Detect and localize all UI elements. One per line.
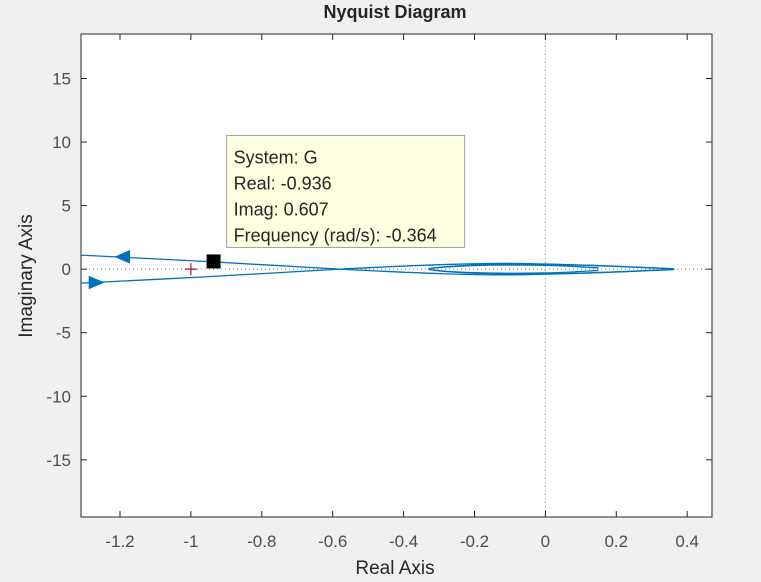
y-tick-label: -10	[46, 387, 71, 406]
x-tick-label: -1	[183, 532, 198, 551]
y-tick-label: 15	[52, 69, 71, 88]
x-tick-label: -0.4	[389, 532, 418, 551]
datatip-background	[226, 134, 466, 248]
curve-layer	[80, 254, 675, 284]
datatip-line: Imag: 0.607	[234, 199, 329, 219]
axes-layer: -1.2 -1 -0.8 -0.6 -0.4 -0.2 0 0.2 0.4 15 10 5 0 -5 -10…	[46, 34, 712, 551]
datatip-marker[interactable]	[206, 254, 221, 269]
y-tick-label: 10	[52, 133, 71, 152]
marker-layer: System: G Real: -0.936 Imag: 0.607 Frequenc…	[88, 134, 466, 290]
y-tick-label: 0	[62, 260, 71, 279]
y-tick-label: -5	[56, 324, 71, 343]
chart-title: Nyquist Diagram	[323, 2, 466, 22]
critical-point-marker	[184, 263, 197, 276]
direction-arrow	[88, 275, 105, 290]
nyquist-curve-negative-frequency	[80, 262, 675, 284]
x-tick-label: -0.6	[318, 532, 347, 551]
y-tick-label: -15	[46, 451, 71, 470]
x-tick-label: 0.2	[604, 532, 628, 551]
x-tick-label: 0.4	[675, 532, 699, 551]
datatip-box[interactable]: System: G Real: -0.936 Imag: 0.607 Frequenc…	[226, 134, 466, 248]
x-tick-label: 0	[541, 532, 550, 551]
datatip-line: Frequency (rad/s): -0.364	[234, 225, 437, 245]
direction-arrow	[114, 250, 131, 264]
x-tick-label: -1.2	[105, 532, 134, 551]
y-tick-label: 5	[62, 197, 71, 216]
x-tick-label: -0.8	[247, 532, 276, 551]
x-axis-label: Real Axis	[355, 558, 434, 579]
plot-area[interactable]	[80, 33, 713, 518]
x-tick-label: -0.2	[460, 532, 489, 551]
y-axis-label: Imaginary Axis	[16, 214, 37, 338]
datatip-line: Real: -0.936	[234, 173, 332, 193]
datatip-line: System: G	[234, 147, 318, 167]
